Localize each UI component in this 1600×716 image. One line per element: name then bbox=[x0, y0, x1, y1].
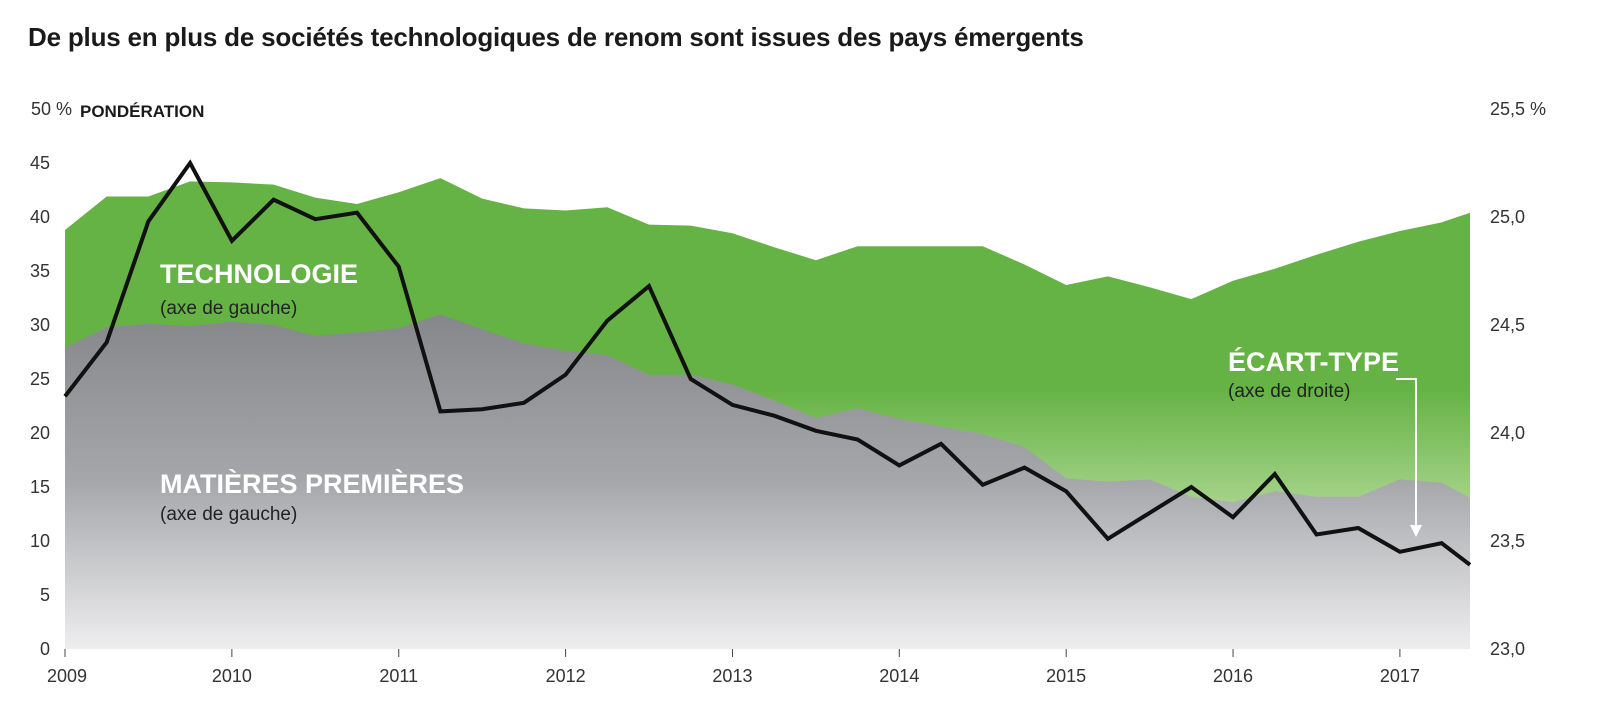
left-axis-tick-label: 40 bbox=[30, 207, 50, 227]
x-axis-tick-label: 2016 bbox=[1213, 666, 1253, 686]
std-dev-sublabel: (axe de droite) bbox=[1228, 381, 1351, 402]
chart-title: De plus en plus de sociétés technologiqu… bbox=[28, 22, 1084, 52]
commodities-label: MATIÈRES PREMIÈRES bbox=[160, 468, 464, 499]
left-axis-tick-label: 0 bbox=[40, 639, 50, 659]
std-dev-arrow-line bbox=[1396, 378, 1417, 532]
technology-label: TECHNOLOGIE bbox=[160, 259, 358, 289]
commodities-area bbox=[65, 314, 1470, 649]
left-axis-tick-label: 15 bbox=[30, 477, 50, 497]
left-axis-tick-label: 45 bbox=[30, 153, 50, 173]
std-dev-line bbox=[63, 159, 1472, 567]
x-axis-tick-label: 2014 bbox=[879, 666, 919, 686]
left-axis-tick-label: 25 bbox=[30, 369, 50, 389]
left-axis-tick-label: 10 bbox=[30, 531, 50, 551]
x-axis-tick-label: 2010 bbox=[212, 666, 252, 686]
std-dev-line-layer bbox=[63, 159, 1472, 567]
x-axis-tick-label: 2011 bbox=[379, 666, 418, 686]
std-dev-label: ÉCART-TYPE bbox=[1228, 346, 1399, 377]
x-axis-tick-label: 2015 bbox=[1046, 666, 1086, 686]
left-axis-tick-label: 5 bbox=[40, 585, 50, 605]
left-axis-tick-label: 35 bbox=[30, 261, 50, 281]
left-axis-label: PONDÉRATION bbox=[80, 102, 204, 121]
commodities-sublabel: (axe de gauche) bbox=[160, 504, 297, 525]
left-axis-tick-label: 20 bbox=[30, 423, 50, 443]
x-axis-tick-label: 2013 bbox=[712, 666, 752, 686]
x-axis-tick-label: 2009 bbox=[47, 666, 87, 686]
std-dev-arrow-head bbox=[1410, 525, 1422, 537]
right-axis-tick-label: 25,0 bbox=[1490, 207, 1525, 227]
right-axis-tick-label: 24,0 bbox=[1490, 423, 1525, 443]
right-axis-tick-label: 23,5 bbox=[1490, 531, 1525, 551]
right-axis-tick-label: 23,0 bbox=[1490, 639, 1525, 659]
x-axis: 2009 2010 2011 2012 2013 2014 2015 2016 2017 bbox=[47, 649, 1420, 686]
left-axis: 0 5 10 15 20 25 30 35 40 45 50 % bbox=[30, 99, 72, 659]
x-axis-tick-label: 2017 bbox=[1380, 666, 1420, 686]
left-axis-tick-label: 30 bbox=[30, 315, 50, 335]
right-axis-tick-label: 24,5 bbox=[1490, 315, 1525, 335]
technology-sublabel: (axe de gauche) bbox=[160, 298, 297, 319]
left-axis-tick-label: 50 % bbox=[31, 99, 72, 119]
x-axis-tick-label: 2012 bbox=[546, 666, 586, 686]
right-axis-tick-label: 25,5 % bbox=[1490, 99, 1546, 119]
right-axis: 23,0 23,5 24,0 24,5 25,0 25,5 % bbox=[1490, 99, 1546, 659]
